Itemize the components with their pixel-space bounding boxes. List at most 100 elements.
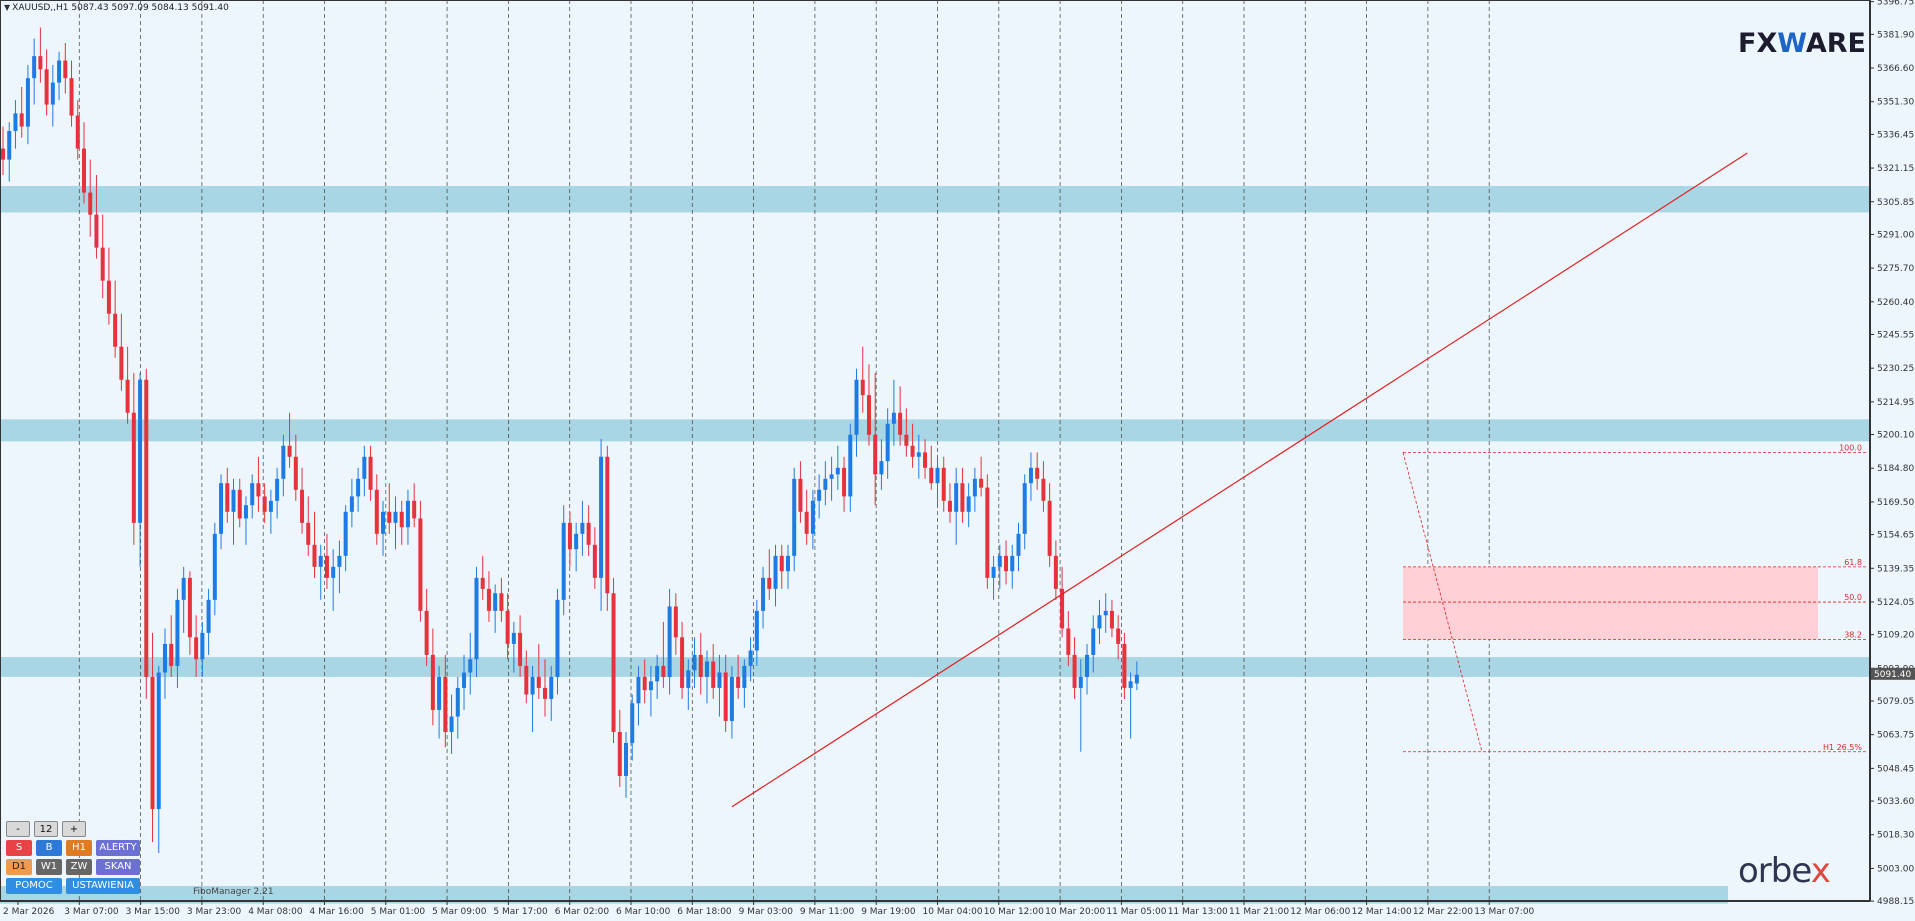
x-tick-label-18: 11 Mar 05:00 (1106, 907, 1166, 917)
candle-body-140 (873, 434, 878, 475)
x-tick-label-5: 4 Mar 16:00 (310, 907, 365, 917)
candle-body-86 (536, 676, 541, 688)
x-tick-label-14: 9 Mar 19:00 (861, 907, 916, 917)
candle-body-53 (331, 566, 336, 578)
candle-body-50 (312, 544, 317, 567)
zone-2 (0, 657, 1870, 677)
x-tick-label-10: 6 Mar 10:00 (616, 907, 671, 917)
candle-body-4 (25, 78, 30, 127)
candle-body-64 (399, 511, 404, 528)
candle-body-7 (44, 69, 49, 105)
panel-row-1: - 12 + (6, 821, 146, 837)
buy-button[interactable]: B (36, 840, 62, 856)
candle-body-13 (81, 148, 86, 193)
trendline (731, 152, 1748, 808)
candle-body-22 (138, 379, 143, 523)
candle-body-32 (200, 632, 205, 660)
sell-button[interactable]: S (6, 840, 32, 856)
candle-body-52 (324, 555, 329, 578)
w1-button[interactable]: W1 (36, 859, 62, 875)
period-value[interactable]: 12 (34, 821, 58, 837)
candle-body-84 (524, 665, 529, 695)
candle-body-175 (1091, 628, 1096, 655)
y-tick-label-10: 5245.55 (1877, 330, 1914, 340)
candle-body-26 (162, 643, 167, 673)
alerts-button[interactable]: ALERTY (96, 840, 140, 856)
zone-0 (0, 186, 1870, 213)
y-tick-label-14: 5184.80 (1877, 464, 1914, 474)
candle-body-125 (779, 555, 784, 572)
candle-body-111 (692, 654, 697, 671)
x-tick-label-6: 5 Mar 01:00 (371, 907, 426, 917)
x-tick-label-11: 6 Mar 18:00 (677, 907, 732, 917)
trendline-layer (731, 152, 1748, 808)
y-tick-label-18: 5124.05 (1877, 598, 1914, 608)
candle-body-115 (717, 672, 722, 688)
y-tick-label-15: 5169.50 (1877, 498, 1914, 508)
y-tick-label-24: 5033.60 (1877, 797, 1914, 807)
candle-body-134 (835, 467, 840, 475)
candle-body-145 (904, 434, 909, 446)
candle-body-166 (1035, 467, 1040, 479)
candle-body-31 (194, 637, 199, 660)
candle-body-59 (368, 456, 373, 490)
zones-layer (0, 186, 1870, 904)
candle-body-179 (1116, 628, 1121, 644)
candle-body-78 (486, 588, 491, 611)
candle-body-38 (237, 489, 242, 519)
y-axis: 5396.75 5381.90 5366.60 5351.30 5336.45 5321.… (1870, 0, 1915, 907)
candle-body-94 (586, 522, 591, 545)
logo-orbe-part: orbe (1738, 851, 1812, 891)
candle-body-93 (580, 522, 585, 534)
candle-body-132 (823, 478, 828, 490)
candle-body-74 (462, 672, 467, 688)
candle-body-92 (574, 533, 579, 550)
candle-body-70 (437, 676, 442, 710)
candle-body-155 (966, 496, 971, 512)
candle-body-21 (131, 412, 136, 523)
candle-body-65 (405, 500, 410, 528)
candle-body-61 (381, 511, 386, 534)
panel-row-2: S B H1 ALERTY (6, 840, 146, 856)
candle-body-60 (374, 489, 379, 534)
candle-body-138 (860, 379, 865, 396)
candle-body-51 (318, 555, 323, 567)
candle-body-151 (941, 467, 946, 501)
candle-body-150 (935, 467, 940, 484)
candle-body-56 (349, 496, 354, 512)
scan-button[interactable]: SKAN (96, 859, 140, 875)
y-tick-label-25: 5018.30 (1877, 831, 1914, 841)
candle-body-113 (704, 661, 709, 677)
x-tick-label-22: 12 Mar 14:00 (1352, 907, 1412, 917)
candle-body-182 (1134, 674, 1139, 684)
y-tick-label-11: 5230.25 (1877, 364, 1914, 374)
settings-button[interactable]: USTAWIENIA (66, 878, 140, 894)
candle-body-85 (530, 676, 535, 695)
candle-body-117 (729, 676, 734, 721)
fib-swing-line (1402, 452, 1483, 752)
candle-body-144 (898, 412, 903, 435)
candle-body-87 (543, 687, 548, 699)
fib-zone-layer (1403, 566, 1818, 640)
candle-body-119 (742, 665, 747, 688)
candle-body-105 (655, 665, 660, 682)
increase-button[interactable]: + (62, 821, 86, 837)
help-button[interactable]: POMOC (6, 878, 62, 894)
caret-down-icon[interactable]: ▼ (4, 3, 11, 12)
decrease-button[interactable]: - (6, 821, 30, 837)
fxware-logo: FXWARE (1738, 28, 1866, 59)
candle-body-3 (19, 113, 24, 127)
grid-layer (0, 0, 1870, 901)
candle-body-102 (636, 676, 641, 704)
d1-button[interactable]: D1 (6, 859, 32, 875)
h1-button[interactable]: H1 (66, 840, 92, 856)
y-tick-label-16: 5154.65 (1877, 531, 1914, 541)
candle-body-77 (480, 577, 485, 589)
candle-body-9 (57, 60, 62, 83)
candle-body-88 (549, 676, 554, 699)
candle-body-42 (262, 496, 267, 512)
zw-button[interactable]: ZW (66, 859, 92, 875)
y-tick-label-17: 5139.35 (1877, 564, 1914, 574)
x-axis: 2 Mar 2026 3 Mar 07:00 3 Mar 15:00 3 Mar 23… (0, 901, 1870, 917)
